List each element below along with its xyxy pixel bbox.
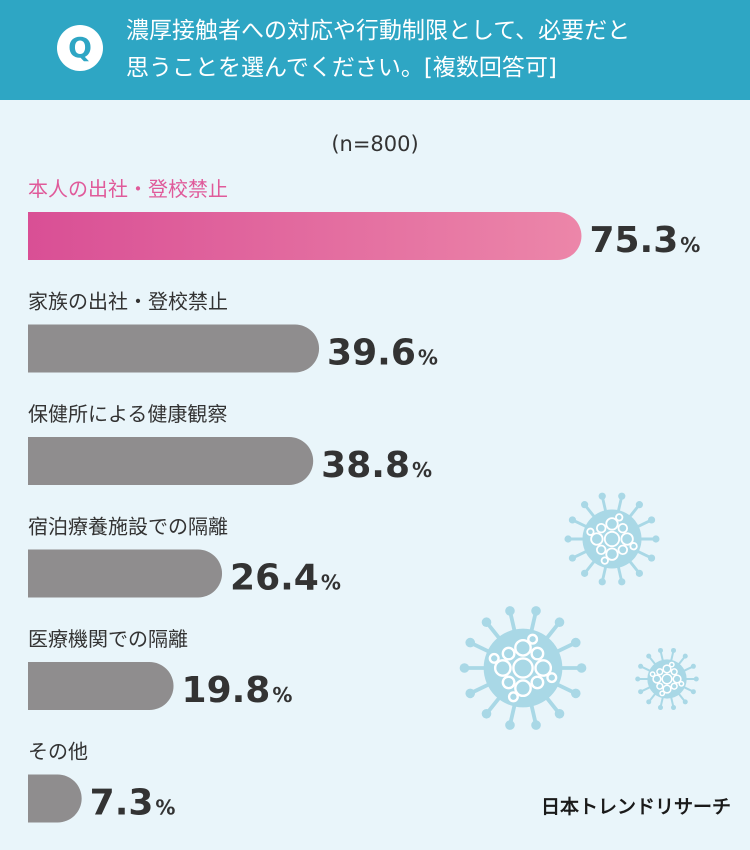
category-label: 医療機関での隔離 (28, 627, 188, 651)
bar (28, 774, 82, 823)
question-header: Q 濃厚接触者への対応や行動制限として、必要だと 思うことを選んでください。[複… (0, 0, 750, 100)
value-label: 39.6% (327, 333, 438, 374)
question-line-1: 濃厚接触者への対応や行動制限として、必要だと (126, 18, 631, 44)
bar (28, 549, 223, 598)
bar (28, 212, 582, 260)
bar (28, 662, 174, 710)
bar (28, 437, 314, 485)
category-label: 宿泊療養施設での隔離 (28, 515, 228, 539)
category-label: その他 (28, 740, 88, 764)
q-badge: Q (57, 25, 103, 71)
question-text: 濃厚接触者への対応や行動制限として、必要だと 思うことを選んでください。[複数回… (126, 13, 736, 87)
category-label: 保健所による健康観察 (28, 402, 227, 426)
question-line-2: 思うことを選んでください。[複数回答可] (126, 55, 557, 81)
value-label: 26.4% (230, 558, 341, 599)
virus-icon (459, 606, 587, 730)
bar (28, 324, 320, 373)
virus-icon (564, 492, 660, 586)
value-label: 7.3% (90, 783, 176, 824)
sample-size-label: (n=800) (331, 132, 418, 156)
virus-icon (635, 647, 699, 711)
category-label: 本人の出社・登校禁止 (28, 177, 228, 201)
value-label: 38.8% (321, 445, 432, 486)
category-label: 家族の出社・登校禁止 (28, 290, 228, 314)
brand-logo: 日本トレンドリサーチ (541, 795, 731, 818)
value-label: 19.8% (182, 670, 293, 711)
value-label: 75.3% (589, 220, 700, 261)
